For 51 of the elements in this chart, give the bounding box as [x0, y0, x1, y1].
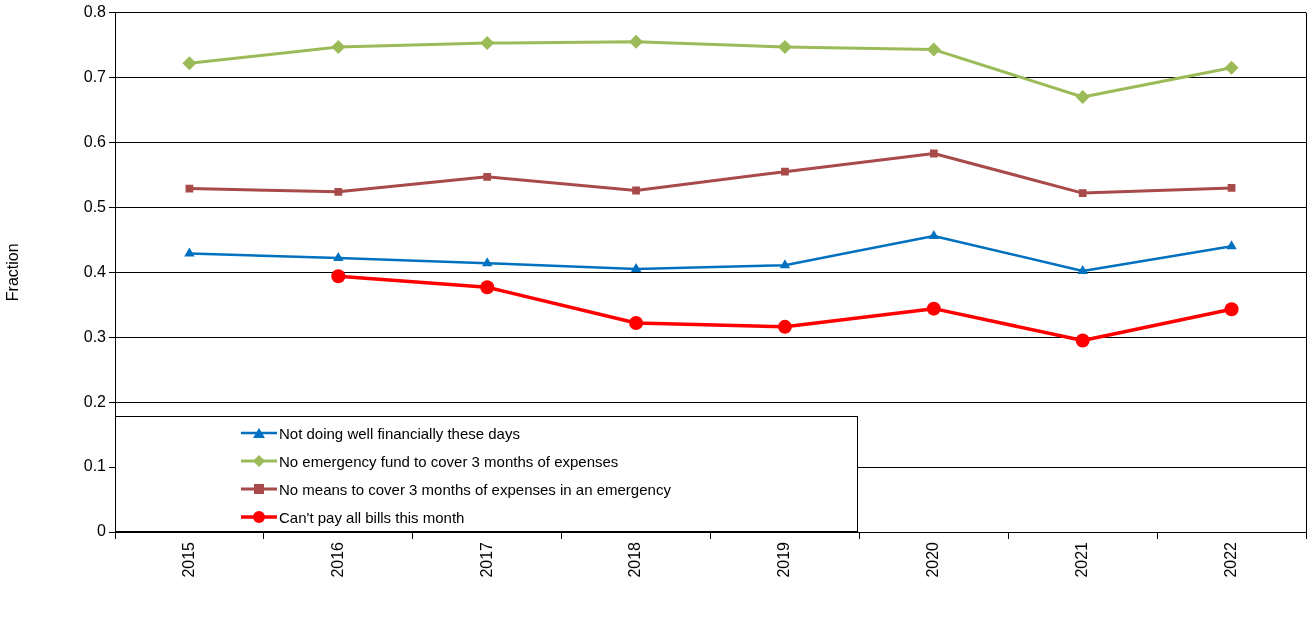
x-tick-label: 2021 — [1073, 541, 1091, 578]
point — [1227, 184, 1236, 192]
x-tick-label: 2020 — [924, 541, 942, 578]
x-tick-label: 2022 — [1221, 541, 1239, 578]
point — [1077, 265, 1088, 274]
point — [928, 229, 940, 239]
point — [1075, 90, 1090, 104]
point — [1224, 302, 1239, 317]
point — [632, 186, 640, 195]
point — [777, 40, 792, 55]
y-tick-label: 0.4 — [83, 262, 107, 280]
legend-label: Can't pay all bills this month — [279, 508, 465, 526]
legend-label: No emergency fund to cover 3 months of expenses — [279, 452, 619, 470]
x-tick-label: 2018 — [626, 541, 644, 578]
y-tick-label: 0.8 — [83, 3, 107, 21]
point — [630, 263, 642, 273]
x-tick-label: 2019 — [775, 541, 793, 578]
point — [1224, 60, 1239, 75]
y-tick-label: 0.1 — [83, 457, 107, 475]
point — [333, 252, 344, 262]
point — [483, 172, 492, 181]
x-tick-label: 2017 — [477, 541, 495, 578]
y-tick-label: 0.2 — [83, 392, 107, 410]
y-tick-label: 0.6 — [83, 132, 107, 150]
point — [1226, 240, 1237, 250]
point — [781, 167, 789, 176]
y-axis-title: Fraction — [4, 243, 22, 302]
point — [629, 34, 644, 49]
point — [480, 36, 495, 51]
point — [629, 315, 644, 330]
point — [480, 280, 495, 295]
point — [331, 40, 346, 55]
point — [334, 187, 343, 196]
point — [182, 56, 197, 71]
point — [779, 259, 791, 269]
point — [1075, 333, 1090, 348]
x-tick-label: 2016 — [328, 541, 346, 578]
x-tick-label: 2015 — [179, 541, 197, 578]
point — [926, 42, 941, 57]
y-tick-label: 0.5 — [83, 197, 107, 215]
point — [929, 149, 938, 158]
point — [777, 319, 792, 334]
point — [331, 269, 346, 284]
point — [926, 301, 941, 316]
legend-label: No means to cover 3 months of expenses in an emergency — [279, 480, 671, 498]
y-tick-label: 0.7 — [83, 67, 107, 85]
point — [1078, 189, 1087, 197]
legend-label: Not doing well financially these days — [279, 424, 520, 442]
point — [481, 257, 493, 267]
y-tick-label: 0 — [97, 522, 107, 540]
y-tick-label: 0.3 — [83, 327, 107, 345]
